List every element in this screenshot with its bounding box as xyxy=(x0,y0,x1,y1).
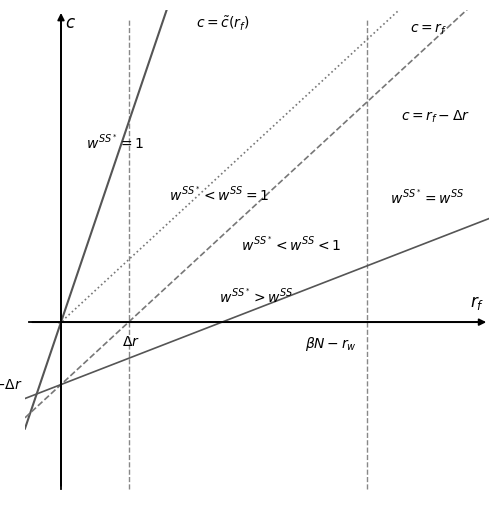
Text: $w^{SS^*} = w^{SS}$: $w^{SS^*} = w^{SS}$ xyxy=(390,188,465,207)
Text: $r_f$: $r_f$ xyxy=(470,294,485,312)
Text: $\beta N - r_w$: $\beta N - r_w$ xyxy=(305,336,357,353)
Text: $c = r_f$: $c = r_f$ xyxy=(410,22,447,37)
Text: $c = r_f - \Delta r$: $c = r_f - \Delta r$ xyxy=(401,108,470,125)
Text: $w^{SS^*} = 1$: $w^{SS^*} = 1$ xyxy=(86,133,144,152)
Text: $-\Delta r$: $-\Delta r$ xyxy=(0,378,22,392)
Text: $w^{SS^*} < w^{SS} = 1$: $w^{SS^*} < w^{SS} = 1$ xyxy=(169,185,269,204)
Text: $w^{SS^*} < w^{SS} < 1$: $w^{SS^*} < w^{SS} < 1$ xyxy=(241,235,341,254)
Text: $c$: $c$ xyxy=(64,14,75,32)
Text: $c = \tilde{c}(r_f)$: $c = \tilde{c}(r_f)$ xyxy=(196,15,250,33)
Text: $\Delta r$: $\Delta r$ xyxy=(122,336,140,349)
Text: $w^{SS^*} > w^{SS}$: $w^{SS^*} > w^{SS}$ xyxy=(219,287,293,306)
